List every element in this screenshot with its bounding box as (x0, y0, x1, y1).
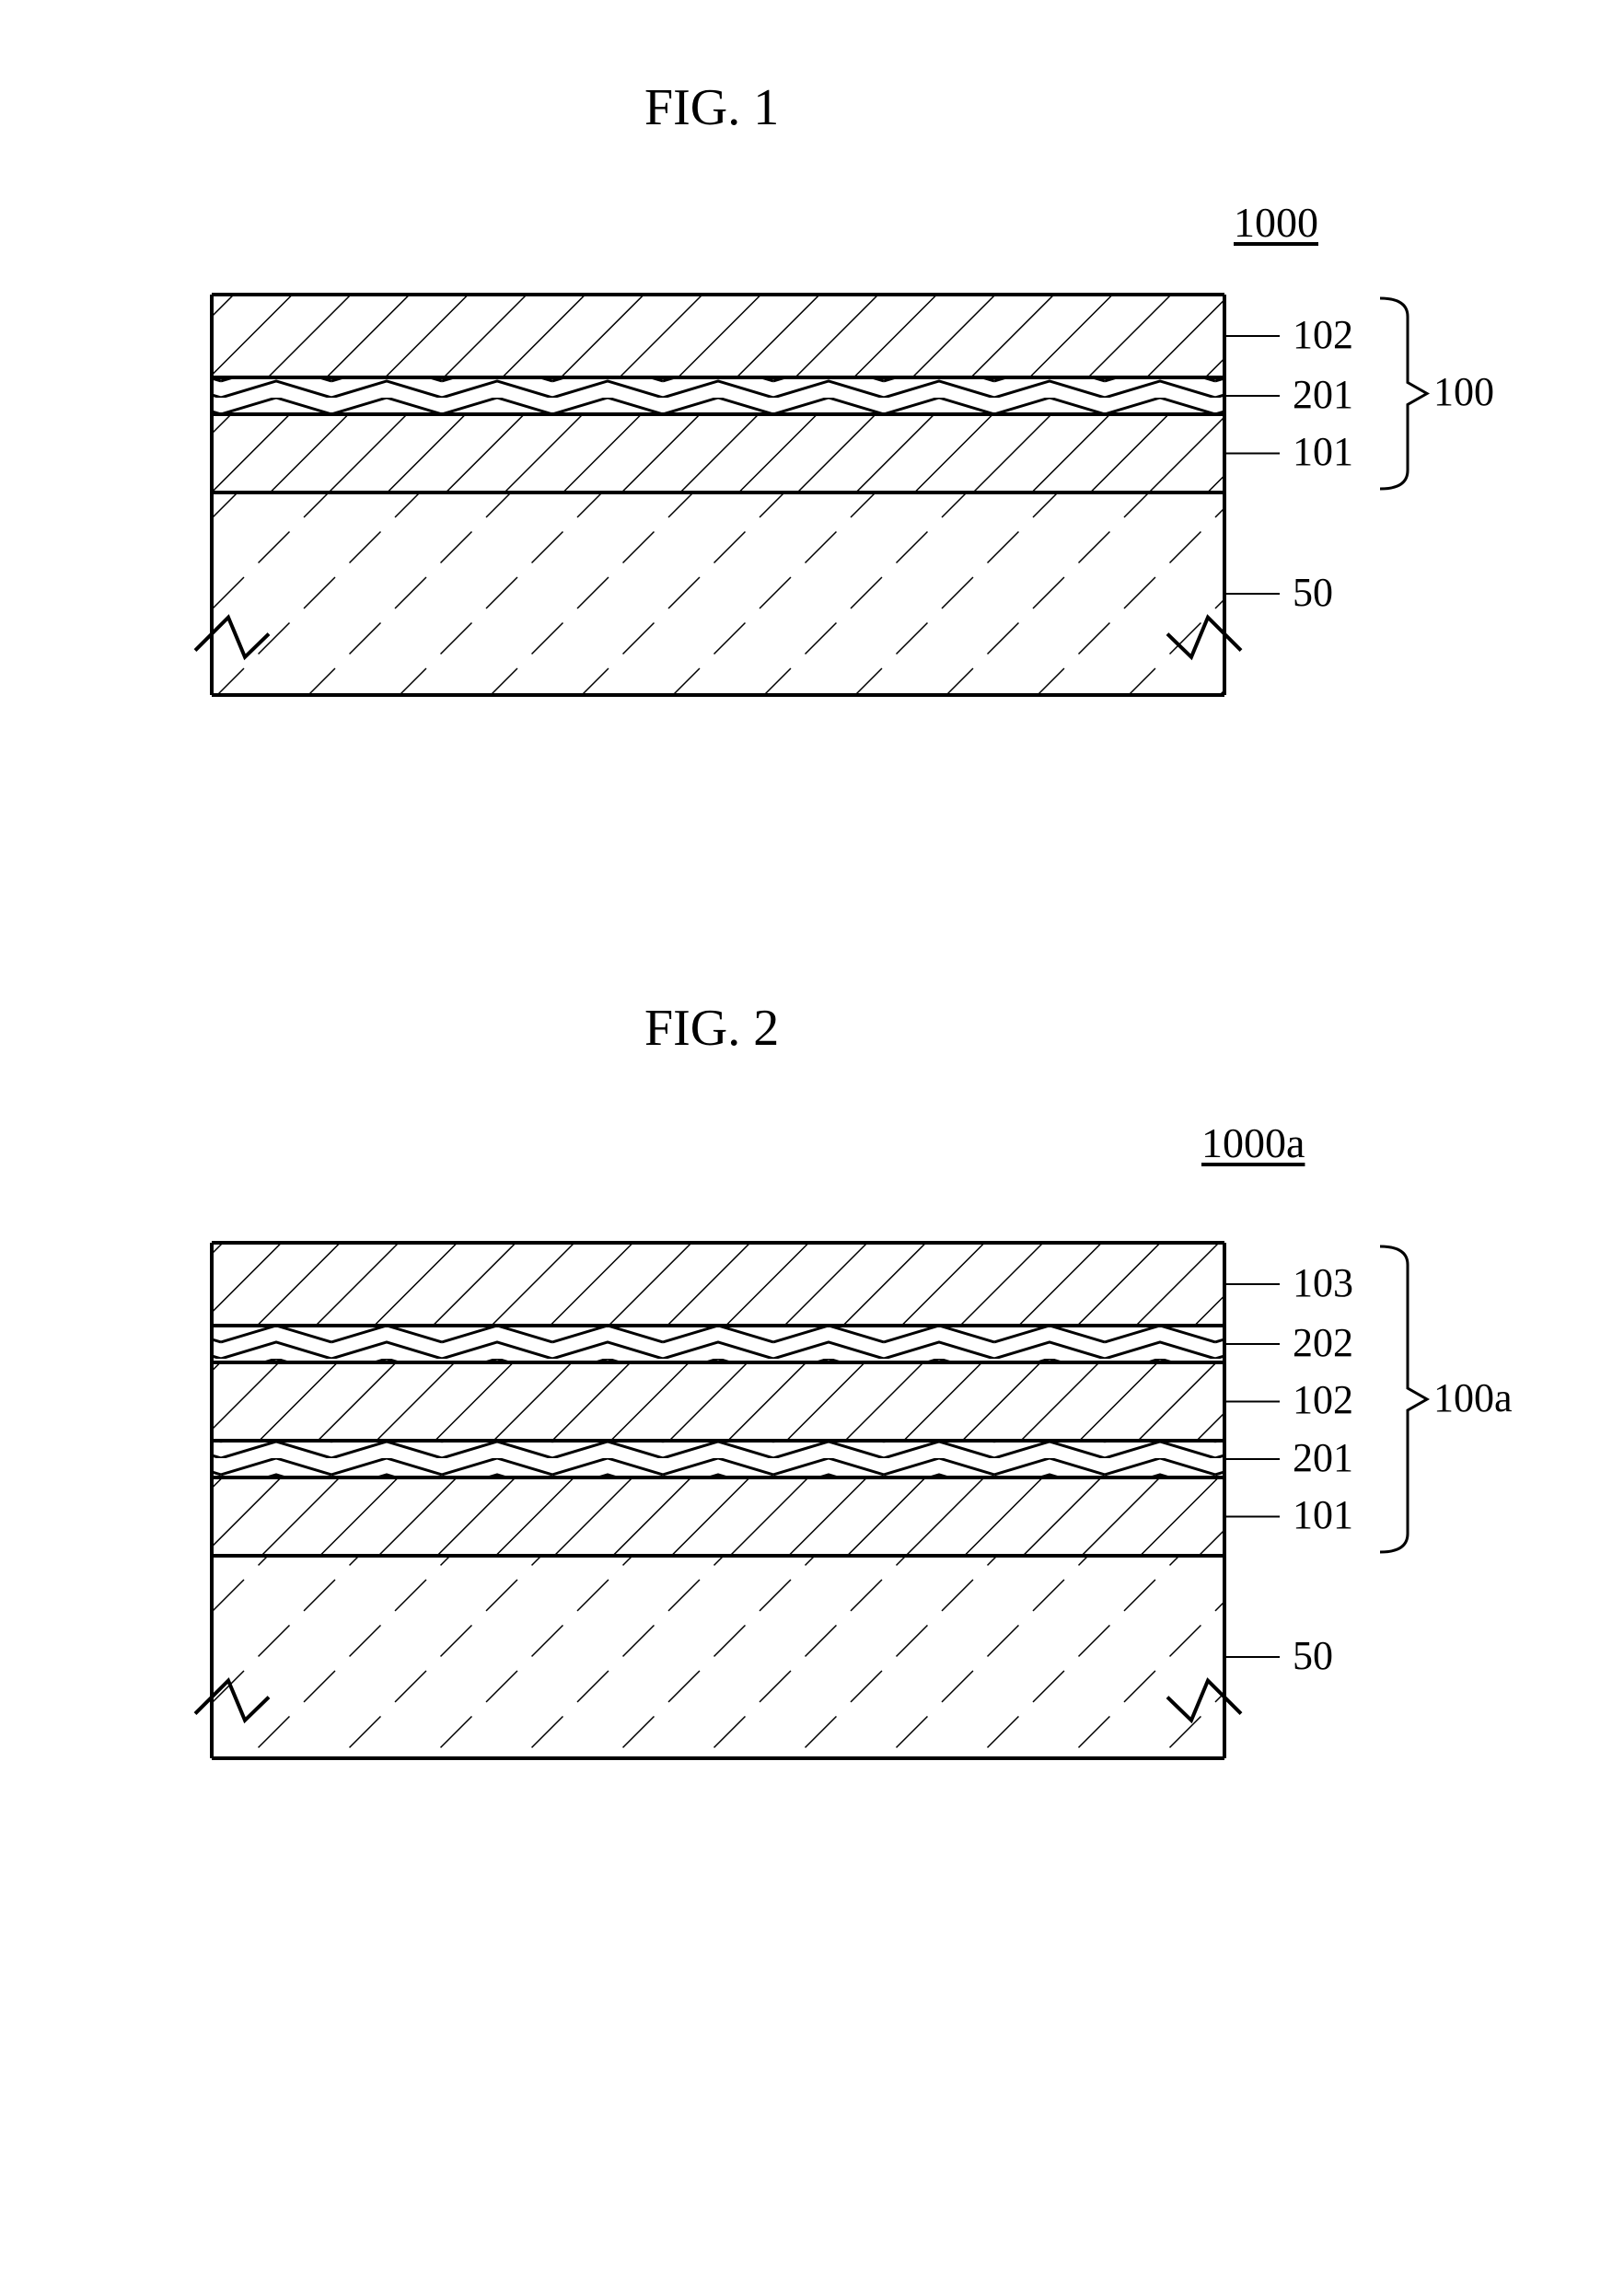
layer-label: 201 (1293, 371, 1353, 418)
layer-201 (212, 1441, 1280, 1477)
layer-101 (212, 1477, 1280, 1556)
layer-label: 101 (1293, 1491, 1353, 1538)
layer-label: 202 (1293, 1319, 1353, 1366)
layer-102 (212, 1362, 1280, 1441)
layer-label: 50 (1293, 1632, 1333, 1679)
layer-101 (212, 414, 1280, 492)
layer-label: 50 (1293, 569, 1333, 616)
layer-label: 102 (1293, 311, 1353, 358)
layer-202 (212, 1326, 1280, 1362)
layer-label: 100 (1433, 368, 1494, 415)
diagram-canvas (0, 0, 1624, 2271)
layer-201 (212, 377, 1280, 414)
layer-label: 100a (1433, 1374, 1513, 1421)
layer-label: 102 (1293, 1376, 1353, 1423)
layer-label: 201 (1293, 1434, 1353, 1481)
layer-102 (212, 295, 1280, 377)
layer-label: 103 (1293, 1259, 1353, 1306)
layer-50 (212, 1556, 1280, 1758)
layer-103 (212, 1243, 1280, 1326)
layer-label: 101 (1293, 428, 1353, 475)
group-brace (1380, 1246, 1427, 1552)
group-brace (1380, 298, 1427, 489)
layer-50 (212, 492, 1280, 695)
